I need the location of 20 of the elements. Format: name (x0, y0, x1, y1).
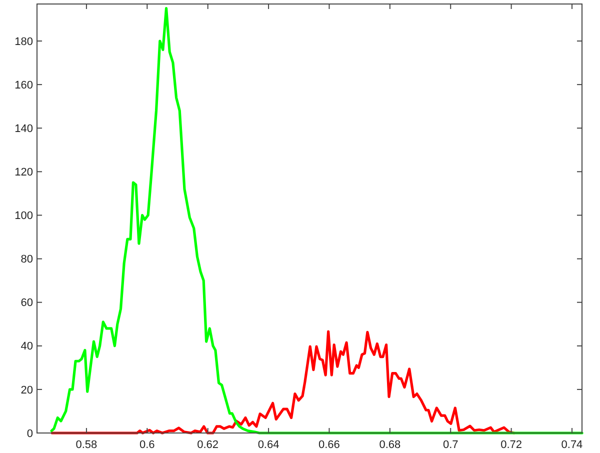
y-tick-label: 60 (20, 297, 33, 310)
line-series (50, 7, 584, 434)
y-tick-label: 180 (14, 36, 33, 48)
x-tick-label: 0.58 (76, 439, 98, 451)
x-tick-label: 0.74 (561, 439, 583, 451)
y-tick-label: 20 (20, 384, 33, 396)
x-tick-label: 0.6 (140, 439, 155, 451)
x-tick-label: 0.72 (500, 439, 522, 451)
x-tick-label: 0.64 (258, 439, 280, 451)
y-tick-label: 120 (14, 166, 33, 179)
x-tick-label: 0.7 (442, 439, 458, 451)
y-tick-label: 100 (14, 210, 33, 222)
y-tick-label: 0 (26, 428, 33, 440)
x-tick-label: 0.62 (197, 439, 219, 451)
y-tick-label: 40 (20, 340, 33, 353)
y-tick-label: 140 (14, 122, 33, 135)
x-tick-label: 0.66 (318, 439, 340, 451)
x-tick-label: 0.68 (379, 439, 401, 451)
y-tick-label: 160 (14, 79, 33, 92)
y-tick-label: 80 (20, 254, 33, 266)
